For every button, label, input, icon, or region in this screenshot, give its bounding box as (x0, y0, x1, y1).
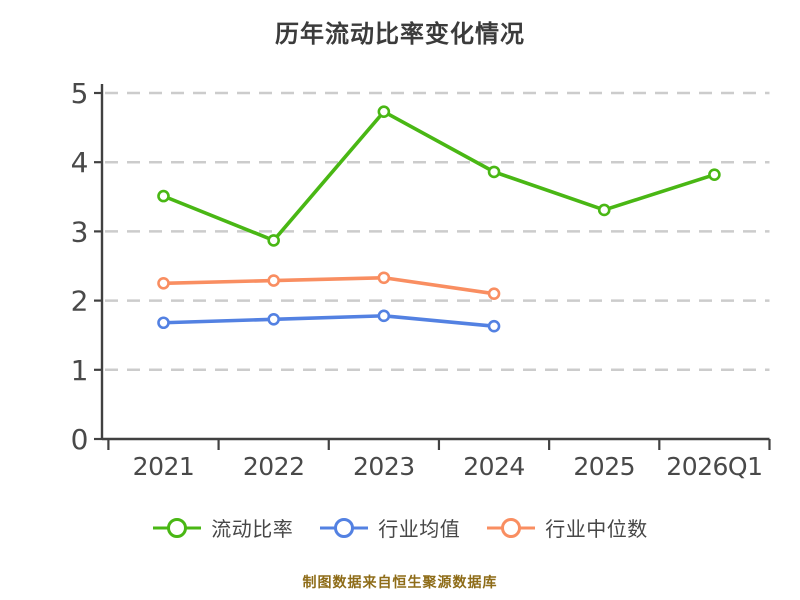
chart-title: 历年流动比率变化情况 (275, 20, 525, 48)
data-point-marker (487, 319, 501, 333)
x-tick-label: 2022 (243, 452, 305, 481)
series (157, 105, 721, 333)
line-circle-marker-icon (153, 517, 202, 538)
axes (94, 84, 771, 450)
data-point-marker (708, 168, 721, 181)
axis-labels: 0 1 2 3 4 5 2021 2022 2023 2024 2025 2026Q1 (71, 77, 763, 481)
data-point-marker (377, 105, 391, 118)
x-tick-label: 2026Q1 (666, 452, 762, 481)
series-line-0 (162, 109, 715, 243)
data-point-marker (267, 274, 280, 287)
legend-item-hangyezhongweishu: 行业中位数 (486, 513, 648, 542)
data-point-marker (597, 203, 611, 217)
legend: 流动比率 行业均值 行业中位数 (0, 513, 800, 542)
x-tick-label: 2024 (463, 452, 525, 481)
data-point-marker (377, 271, 391, 285)
y-tick-label: 3 (71, 215, 88, 248)
data-point-marker (157, 316, 170, 330)
data-point-marker (267, 234, 280, 247)
gridlines (105, 91, 770, 372)
y-tick-label: 2 (71, 285, 88, 318)
data-point-marker (157, 277, 170, 290)
x-tick-label: 2023 (353, 452, 415, 481)
line-circle-marker-icon (320, 517, 369, 538)
data-point-marker (487, 165, 501, 179)
plot-area: 0 1 2 3 4 5 2021 2022 2023 2024 2025 2026Q1 (71, 77, 771, 481)
legend-item-liudongbilv: 流动比率 (152, 513, 293, 542)
x-tick-label: 2021 (133, 452, 195, 481)
y-tick-label: 5 (71, 77, 88, 110)
series-line-1 (163, 314, 495, 328)
line-circle-marker-icon (487, 517, 536, 538)
data-point-marker (487, 287, 501, 300)
legend-label: 行业均值 (378, 517, 461, 541)
data-point-marker (377, 309, 391, 323)
y-tick-label: 1 (71, 354, 88, 387)
data-source-note: 制图数据来自恒生聚源数据库 (302, 575, 498, 591)
series-line-2 (163, 275, 495, 296)
x-tick-label: 2025 (573, 452, 635, 481)
legend-label: 行业中位数 (545, 517, 648, 541)
data-point-marker (267, 312, 280, 326)
legend-item-hangyejunzhi: 行业均值 (319, 513, 460, 542)
y-tick-label: 0 (71, 423, 88, 456)
data-point-marker (157, 189, 170, 203)
y-tick-label: 4 (71, 146, 88, 179)
legend-label: 流动比率 (211, 517, 294, 541)
